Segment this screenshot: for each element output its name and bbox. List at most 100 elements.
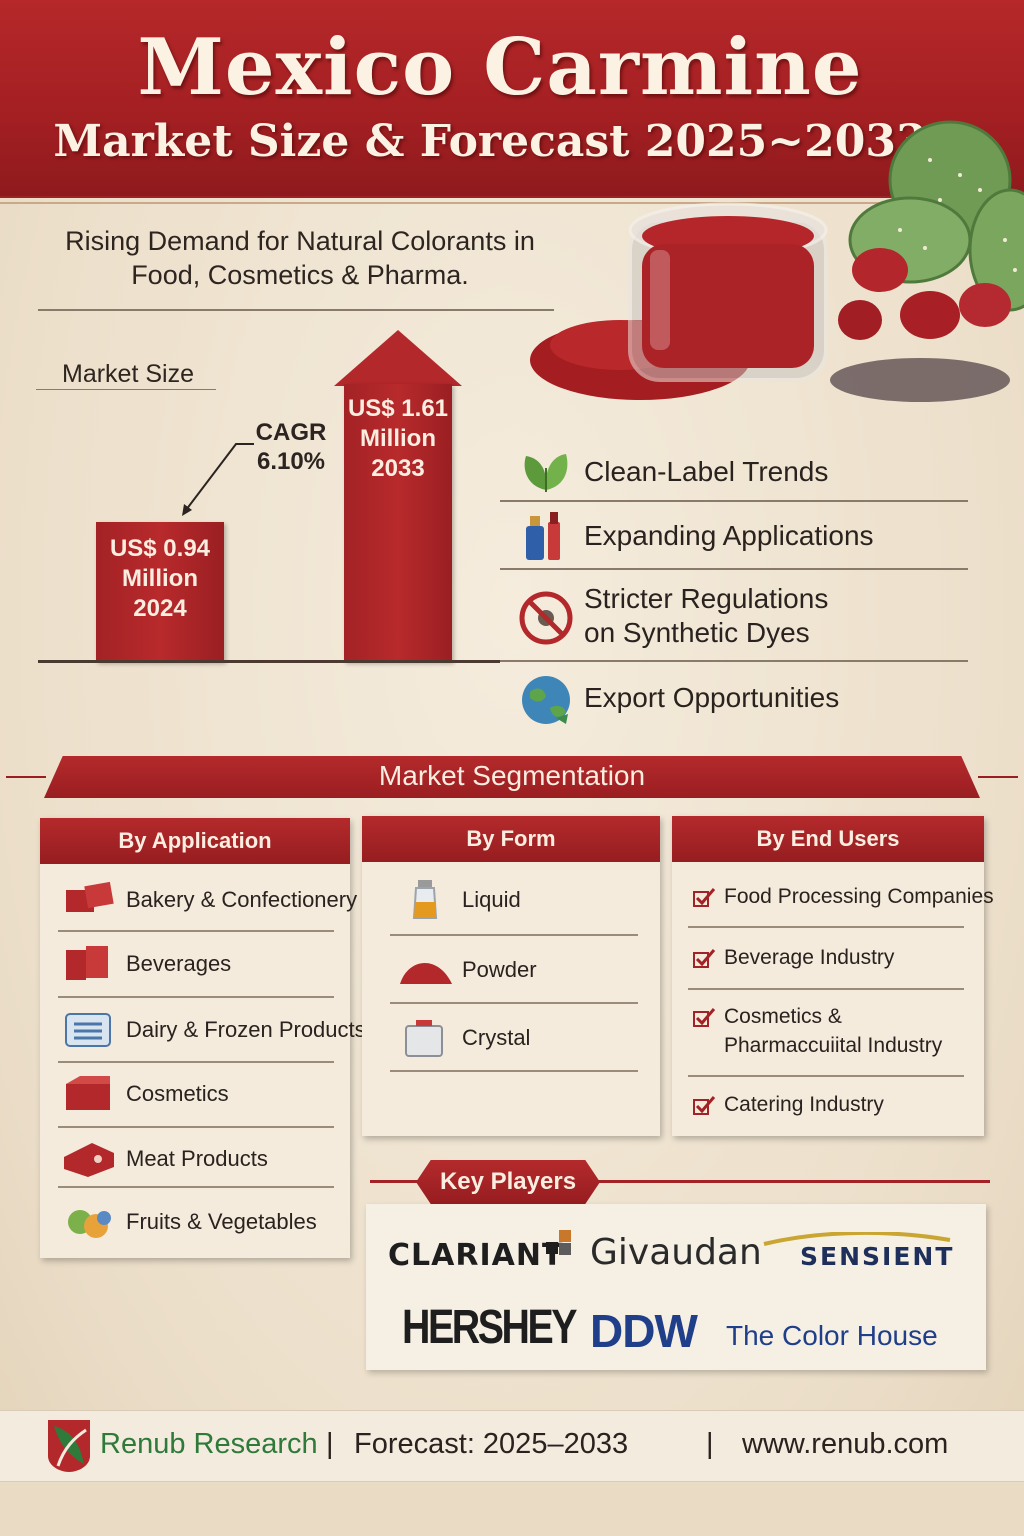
application-item: Bakery & Confectionery	[62, 878, 357, 920]
cosmetics-box-icon	[66, 1076, 110, 1110]
driver-regulations-line-2: on Synthetic Dyes	[584, 617, 810, 648]
form-divider	[390, 1002, 638, 1004]
cosmetics-bottles-icon	[526, 512, 560, 560]
bar-2033-value: US$ 1.61	[347, 395, 449, 422]
application-divider	[58, 1061, 334, 1063]
intro-divider	[38, 309, 554, 311]
globe-icon	[522, 676, 570, 724]
segmentation-side-line-left	[6, 776, 46, 778]
footer-forecast: Forecast: 2025–2033	[354, 1428, 629, 1460]
driver-divider-3	[500, 660, 968, 662]
intro-line-1: Rising Demand for Natural Colorants in	[65, 226, 535, 256]
end-user-label: Beverage Industry	[724, 946, 895, 969]
dairy-package-icon	[65, 1013, 111, 1047]
segmentation-side-line-right	[978, 776, 1018, 778]
chart-baseline	[38, 660, 500, 663]
form-item: Liquid	[398, 878, 521, 920]
givaudan-logo: Givaudan	[590, 1232, 762, 1273]
key-players-title: Key Players	[416, 1160, 600, 1204]
form-label: Crystal	[462, 1024, 531, 1050]
checkmark-icon	[693, 1008, 716, 1027]
end-user-label-line-2: Pharmaccuiital Industry	[724, 1034, 943, 1057]
application-label: Meat Products	[126, 1145, 268, 1171]
page-subtitle: Market Size & Forecast 2025~2033	[53, 116, 927, 167]
cagr-pointer-arrow-icon	[182, 443, 254, 516]
application-divider	[58, 930, 334, 932]
by-form-heading: By Form	[362, 816, 660, 862]
footer-separator-1: |	[326, 1428, 334, 1460]
bar-2024-value: US$ 0.94	[109, 535, 211, 562]
bottom-band	[0, 1482, 1024, 1536]
clariant-squares-icon	[546, 1230, 571, 1255]
form-item: Powder	[398, 948, 537, 990]
driver-regulations-line-1: Stricter Regulations	[584, 583, 829, 614]
driver-divider-1	[500, 500, 968, 502]
application-item: Beverages	[62, 942, 231, 984]
by-application-heading: By Application	[40, 818, 350, 864]
application-divider	[58, 996, 334, 998]
end-user-label-line-1: Cosmetics &	[724, 1005, 842, 1028]
sensient-swoosh-icon	[763, 1232, 951, 1246]
end-user-label: Food Processing Companies	[724, 885, 994, 908]
carmine-jar-cactus-illustration	[530, 120, 1024, 402]
bar-2033-year: 2033	[371, 455, 425, 482]
driver-clean-label-text: Clean-Label Trends	[584, 456, 829, 487]
hershey-logo: HERSHEY	[402, 1301, 578, 1354]
application-label: Dairy & Frozen Products	[126, 1016, 366, 1042]
by-end-users-panel: By End Users	[672, 816, 984, 1136]
leaf-icon	[524, 454, 568, 492]
segmentation-title: Market Segmentation	[378, 760, 646, 791]
segmentation-ribbon	[44, 756, 980, 798]
end-user-divider	[688, 926, 964, 928]
page-title: Mexico Carmine	[137, 22, 863, 113]
ddw-logo: DDW	[590, 1305, 698, 1357]
clariant-logo: CLARIANT	[388, 1238, 564, 1273]
cagr-value: 6.10%	[256, 448, 326, 475]
bar-2024-unit: Million	[122, 565, 198, 592]
sensient-logo: SENSIENT	[800, 1242, 955, 1271]
driver-export-opportunities-text: Export Opportunities	[584, 682, 840, 713]
crystal-container-icon	[405, 1020, 443, 1057]
footer-separator-2: |	[706, 1428, 714, 1460]
footer-website[interactable]: www.renub.com	[742, 1428, 949, 1460]
meat-icon	[64, 1143, 114, 1177]
powder-pile-icon	[400, 962, 452, 984]
growth-arrow-head	[334, 330, 462, 386]
application-label: Cosmetics	[126, 1080, 229, 1106]
driver-divider-2	[500, 568, 968, 570]
driver-expanding-applications: Expanding Applications	[500, 506, 968, 566]
end-user-item: Beverage Industry	[692, 943, 894, 972]
liquid-flask-icon	[412, 880, 438, 919]
driver-export-opportunities: Export Opportunities	[500, 668, 968, 728]
driver-clean-label: Clean-Label Trends	[500, 442, 968, 502]
intro-text: Rising Demand for Natural Colorants in F…	[30, 224, 570, 292]
end-user-label: Cosmetics & Pharmaccuiital Industry	[724, 1002, 942, 1060]
application-item: Cosmetics	[62, 1072, 229, 1114]
bar-2024-year: 2024	[133, 595, 187, 622]
checkmark-icon	[693, 948, 716, 968]
application-divider	[58, 1186, 334, 1188]
form-divider	[390, 1070, 638, 1072]
footer-bar	[0, 1410, 1024, 1482]
market-size-2033-bar: US$ 1.61 Million 2033	[344, 384, 452, 662]
key-players-line	[370, 1180, 990, 1183]
beverage-cups-icon	[66, 946, 108, 980]
form-item: Crystal	[398, 1016, 530, 1058]
market-size-2024-bar: US$ 0.94 Million 2024	[96, 522, 224, 662]
form-label: Liquid	[462, 886, 521, 912]
application-label: Bakery & Confectionery	[126, 886, 358, 912]
no-synthetic-icon	[519, 591, 573, 645]
cagr-label: CAGR	[255, 419, 327, 446]
end-user-item: Cosmetics & Pharmaccuiital Industry	[692, 1002, 942, 1060]
application-label: Beverages	[126, 950, 232, 976]
bar-2033-unit: Million	[360, 425, 436, 452]
fruits-vegetables-icon	[68, 1210, 111, 1238]
form-label: Powder	[462, 956, 537, 982]
header-banner	[0, 0, 1024, 196]
checkmark-icon	[693, 1095, 716, 1115]
color-house-logo: The Color House	[726, 1320, 938, 1351]
by-application-panel: By Application	[40, 818, 350, 1258]
cagr-callout: CAGR 6.10%	[248, 418, 334, 476]
end-user-divider	[688, 988, 964, 990]
